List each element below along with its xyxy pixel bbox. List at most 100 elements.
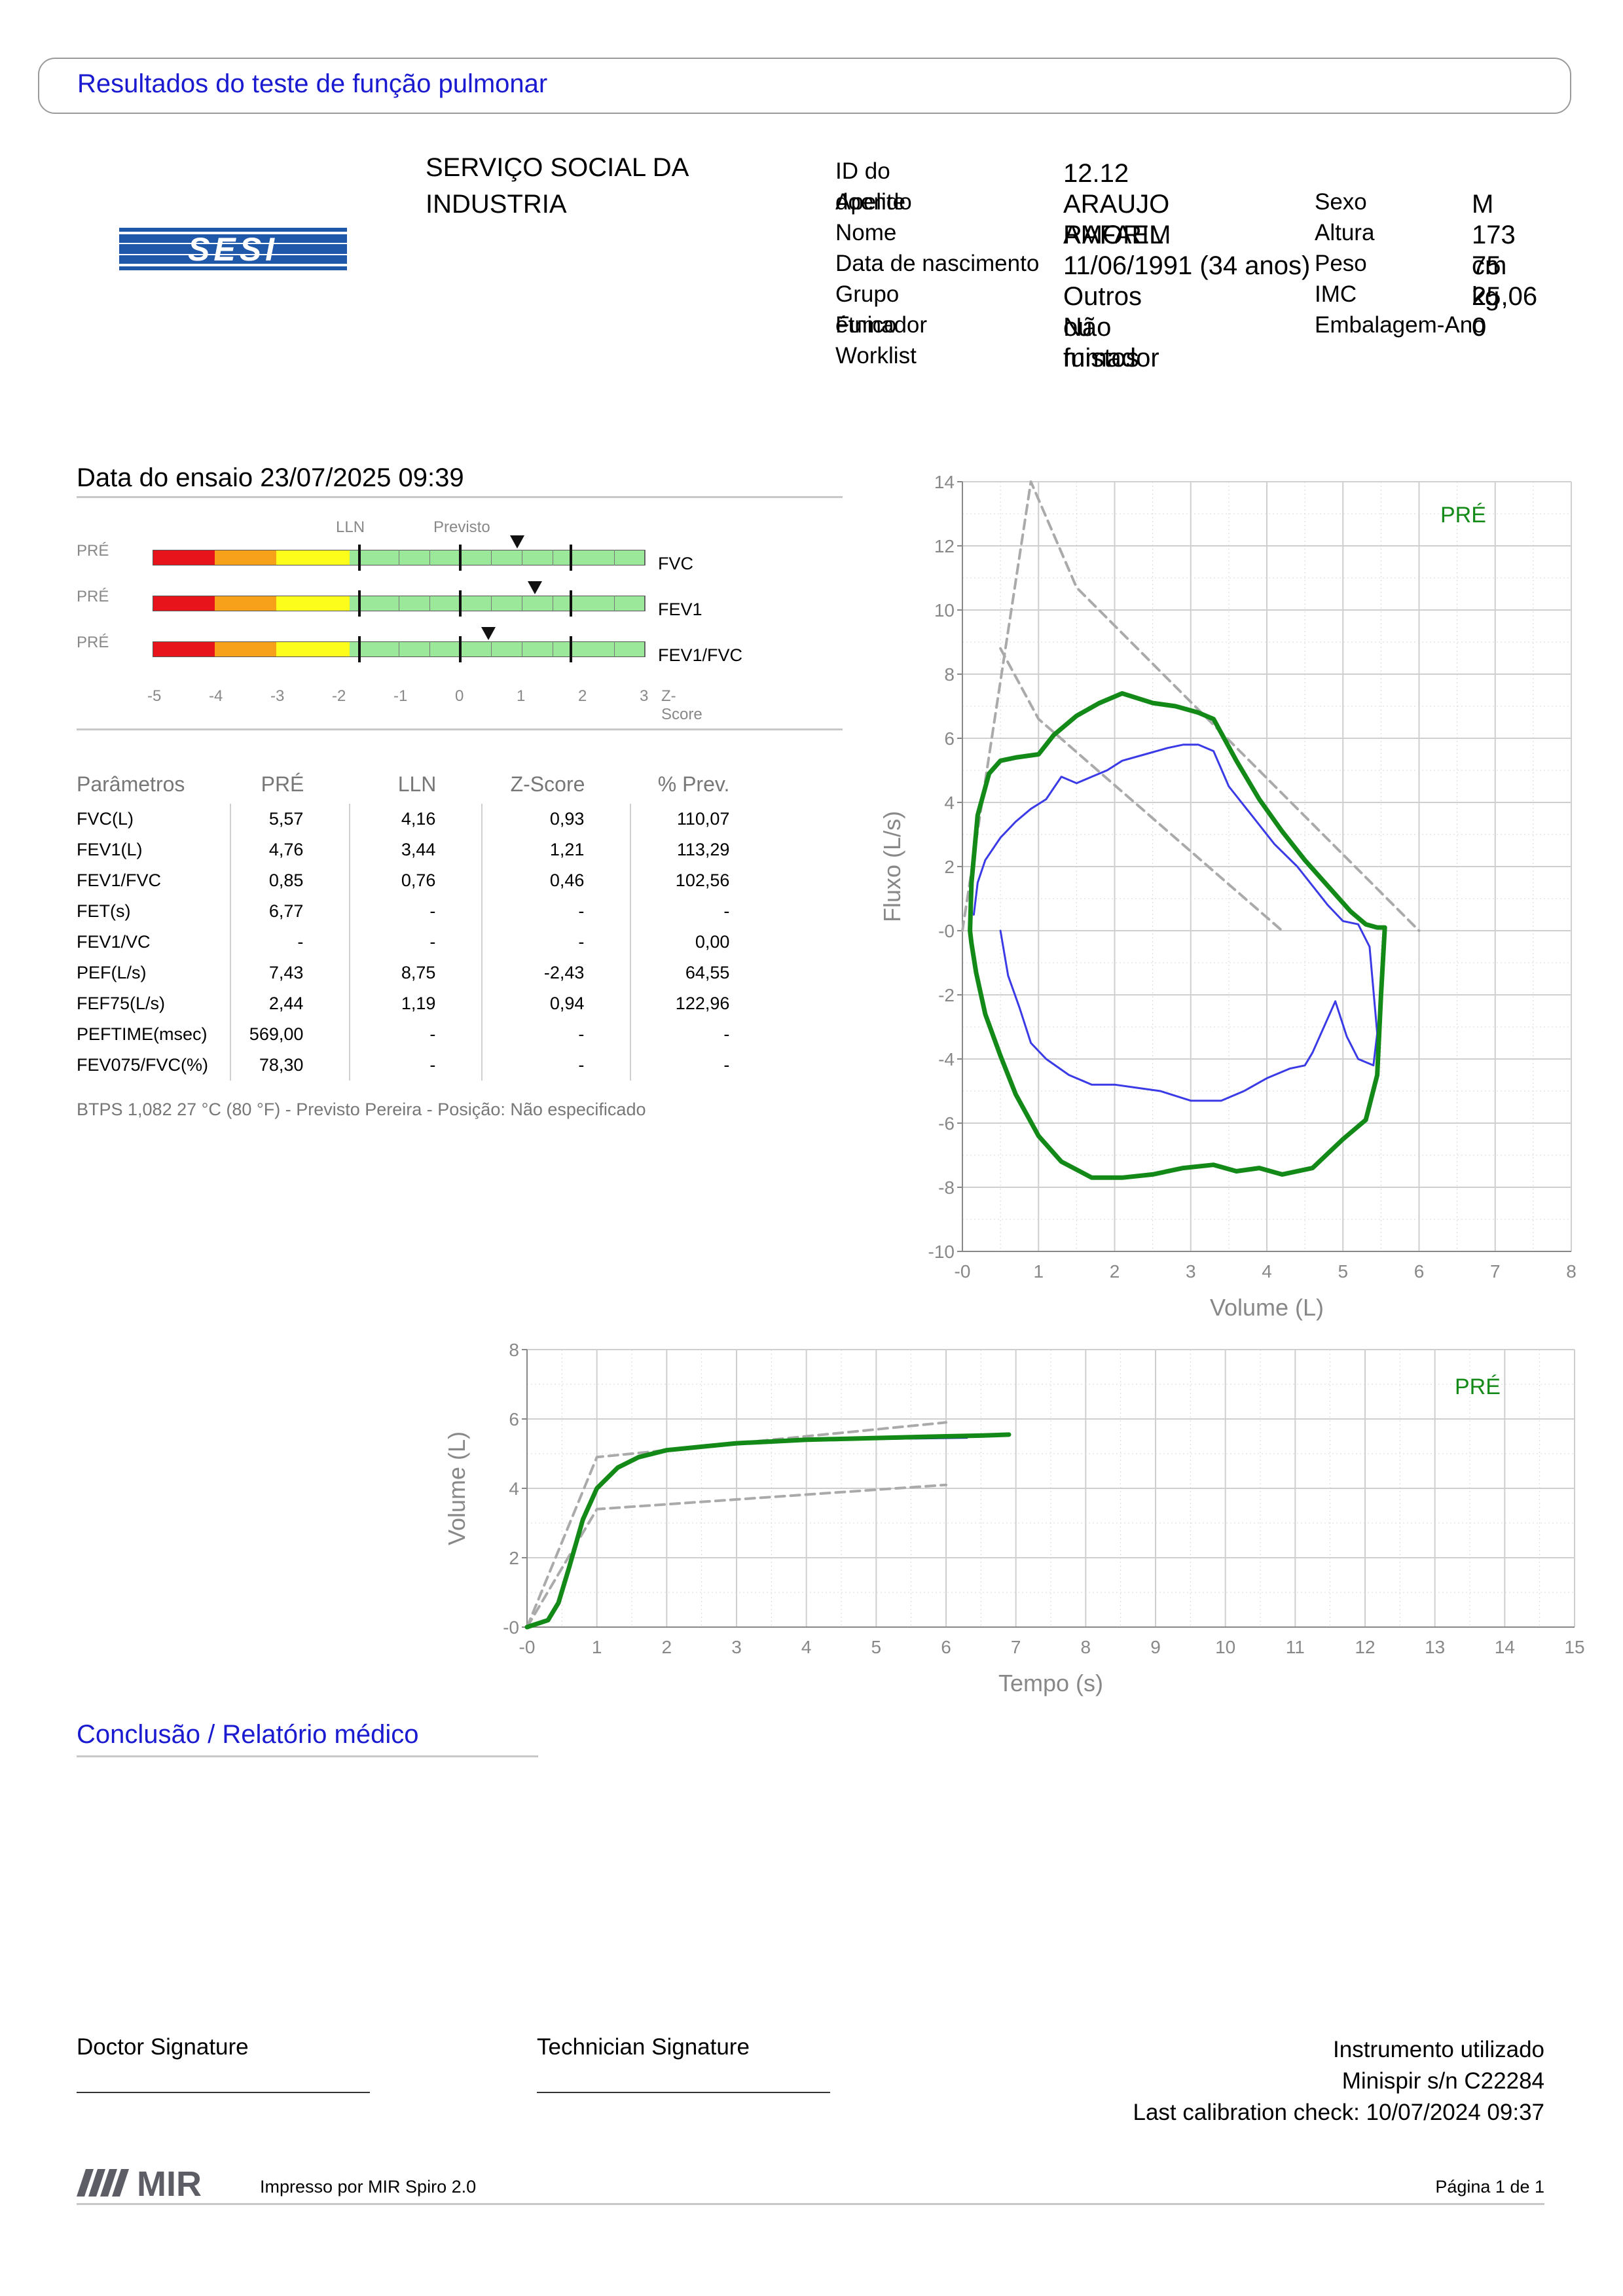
x-tick-label: 6 [941,1637,951,1657]
x-tick-label: 1 [592,1637,602,1657]
y-tick-label: 2 [509,1548,519,1568]
table-cell: - [349,1019,483,1050]
logo-text: SESI [188,231,278,268]
other-series-line [972,744,1379,1102]
table-cell: 4,76 [230,834,350,865]
lln-label: LLN [336,518,365,536]
report-header: Resultados do teste de função pulmonar [38,58,1571,114]
table-cell: - [481,1050,631,1081]
x-tick-label: 1 [1033,1261,1044,1282]
table-row: FEV075/FVC(%) 78,30- - - [77,1050,776,1081]
table-cell: FEV075/FVC(%) [77,1055,209,1075]
zscore-marker [510,535,525,548]
patient-worklist-label: Worklist [835,343,917,368]
x-tick-label: 14 [1495,1637,1515,1657]
technician-signature-line [537,2092,830,2093]
table-cell: - [349,927,483,958]
table-cell: 1,19 [349,988,483,1019]
predicted-series-line [999,647,1284,932]
table-cell: - [630,896,776,927]
table-cell: 8,75 [349,958,483,988]
zscore-reference-line [459,545,462,571]
table-cell: 0,94 [481,988,631,1019]
x-axis-label: Volume (L) [1210,1294,1324,1321]
divider [77,496,843,498]
table-cell: 569,00 [230,1019,350,1050]
patient-dob: 11/06/1991 (34 anos) [1063,251,1311,280]
instrument-model: Minispir s/n C22284 [1341,2068,1544,2094]
patient-packyears-label: Embalagem-Ano [1315,312,1486,338]
patient-bmi-label: IMC [1315,281,1357,307]
table-header: PRÉ [261,772,304,796]
x-tick-label: 8 [1081,1637,1091,1657]
x-tick-label: 2 [662,1637,672,1657]
zscore-marker [527,581,542,594]
table-cell: PEFTIME(msec) [77,1024,208,1044]
y-axis-label: Volume (L) [443,1431,470,1545]
x-tick-label: 3 [731,1637,742,1657]
zscore-reference-line [459,590,462,617]
zscore-tick-label: -4 [209,687,223,705]
table-cell: 2,44 [230,988,350,1019]
y-tick-label: 2 [944,857,955,877]
table-row: FEF75(L/s) 2,44 1,19 0,94 122,96 [77,988,776,1019]
patient-smoker-label: Fumador [835,312,928,338]
y-tick-label: 12 [934,536,955,556]
x-tick-label: 11 [1286,1637,1305,1657]
x-tick-label: 4 [801,1637,812,1657]
y-tick-label: 8 [509,1340,519,1360]
zscore-bar-separator [429,641,430,657]
x-tick-label: 13 [1425,1637,1445,1657]
table-cell: 0,76 [349,865,483,896]
y-tick-label: -0 [938,921,955,941]
legend-label: PRÉ [1440,503,1486,528]
table-cell: 0,00 [630,927,776,958]
zscore-bar-separator [614,641,615,657]
zscore-parameter-name: FVC [658,554,693,573]
zscore-reference-line [357,590,361,617]
calibration-check: Last calibration check: 10/07/2024 09:37 [1133,2100,1545,2125]
x-tick-label: -0 [955,1261,971,1282]
table-cell: 1,21 [481,834,631,865]
legend-label: PRÉ [1455,1374,1501,1399]
table-row: FEV1/FVC 0,85 0,76 0,46 102,56 [77,865,776,896]
zscore-bar-separator [491,641,492,657]
patient-name-label: Nome [835,220,897,245]
table-cell: 78,30 [230,1050,350,1081]
sesi-logo: SESI [119,228,347,270]
zscore-tick-label: 0 [455,687,464,705]
y-tick-label: -10 [928,1242,955,1262]
table-cell: 5,57 [230,804,350,834]
zscore-reference-line [570,636,573,662]
zscore-phase-label: PRÉ [77,588,109,605]
patient-id-label: ID do doente [835,158,906,215]
mir-logo: MIR [77,2164,202,2200]
x-axis-label: Tempo (s) [998,1670,1103,1696]
zscore-bar-separator [645,641,646,657]
footer-divider [77,2203,1544,2205]
page-number: Página 1 de 1 [1435,2177,1544,2197]
table-cell: 7,43 [230,958,350,988]
table-cell: - [349,896,483,927]
zscore-bar-separator [645,550,646,565]
x-tick-label: 4 [1262,1261,1272,1282]
y-tick-label: -4 [938,1049,955,1069]
patient-name: RAFAEL [1063,221,1164,249]
y-tick-label: 14 [934,472,955,492]
report-title: Resultados do teste de função pulmonar [77,69,548,98]
zscore-parameter-name: FEV1 [658,600,702,619]
patient-dob-label: Data de nascimento [835,251,1040,276]
zscore-tick-label: -2 [332,687,346,705]
mir-logo-text: MIR [137,2164,202,2200]
zscore-phase-label: PRÉ [77,634,109,651]
predicted-label: Previsto [433,518,490,536]
table-cell: - [230,927,350,958]
zscore-reference-line [459,636,462,662]
zscore-tick-label: 1 [517,687,526,705]
x-tick-label: 12 [1355,1637,1375,1657]
table-cell: 0,85 [230,865,350,896]
y-tick-label: -8 [938,1177,955,1198]
table-cell: 102,56 [630,865,776,896]
x-tick-label: -0 [519,1637,536,1657]
